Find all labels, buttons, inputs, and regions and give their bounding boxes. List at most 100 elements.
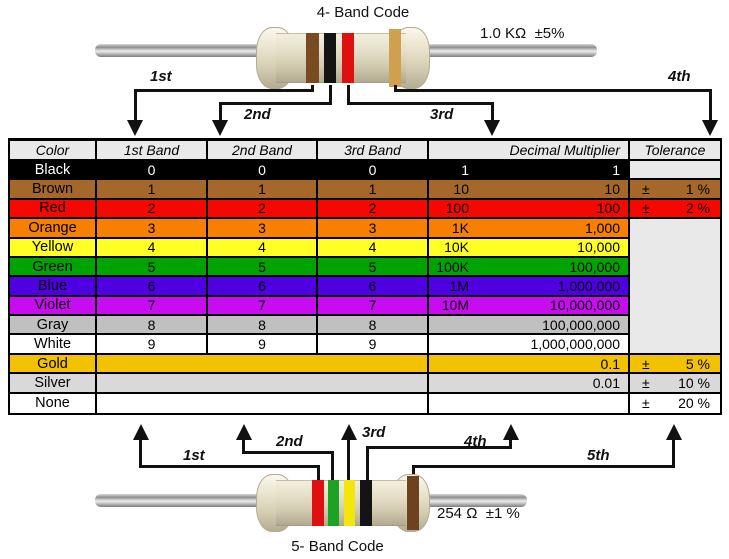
column-header: 1st Band (97, 141, 208, 161)
arrow-line (219, 102, 332, 105)
arrow-head-1st-bottom (133, 424, 149, 440)
arrow-line (672, 438, 675, 468)
top-band-gold (389, 29, 401, 87)
multiplier-cell: 100,000,000 (429, 316, 630, 336)
bottom-arrow-label-1st: 1st (183, 447, 205, 464)
four-band-value-label: 1.0 KΩ ±5% (480, 25, 565, 42)
column-header: Color (10, 141, 97, 161)
tolerance-cell: ±10 % (630, 374, 720, 394)
band-value-cell: 2 (97, 199, 208, 220)
arrow-line (317, 465, 320, 492)
color-name-cell: Gold (10, 354, 97, 375)
arrow-head-2nd-bottom (236, 424, 252, 440)
bottom-band-green (328, 480, 339, 526)
arrow-head-3rd-top (484, 120, 500, 136)
multiplier-cell: 100 100 (429, 199, 630, 220)
five-band-title: 5- Band Code (291, 538, 384, 555)
color-name-cell: Yellow (10, 238, 97, 258)
bottom-arrow-label-5th: 5th (587, 447, 610, 464)
column-header: Tolerance (630, 141, 720, 161)
band-value-cell: 2 (208, 199, 318, 220)
band-value-cell: 4 (208, 238, 318, 258)
arrow-head-5th-bottom (666, 424, 682, 440)
merged-band-cell (97, 374, 429, 394)
multiplier-cell: 1K 1,000 (429, 219, 630, 239)
bottom-band-black (360, 480, 372, 526)
top-band-brown (306, 33, 319, 83)
band-value-cell: 1 (97, 180, 208, 200)
top-arrow-label-3rd: 3rd (430, 106, 454, 123)
color-name-cell: Brown (10, 180, 97, 200)
arrow-line (347, 102, 494, 105)
band-value-cell: 7 (208, 296, 318, 317)
arrow-line (242, 438, 245, 454)
arrow-line (329, 85, 332, 105)
arrow-line (366, 446, 369, 492)
band-value-cell: 5 (318, 257, 429, 278)
arrow-line (139, 465, 320, 468)
band-value-cell: 5 (97, 257, 208, 278)
band-value-cell: 7 (318, 296, 429, 317)
band-value-cell: 1 (208, 180, 318, 200)
bottom-band-red (312, 480, 324, 526)
multiplier-cell: 10M 10,000,000 (429, 296, 630, 317)
merged-band-cell (97, 393, 429, 413)
top-band-black (324, 33, 336, 83)
multiplier-cell: 0.01 (429, 374, 630, 394)
top-arrow-label-2nd: 2nd (244, 106, 271, 123)
arrow-line (347, 85, 350, 105)
color-name-cell: Green (10, 257, 97, 278)
arrow-head-2nd-top (212, 120, 228, 136)
arrow-head-4th-top (702, 120, 718, 136)
bottom-arrow-label-4th: 4th (464, 433, 487, 450)
color-name-cell: White (10, 335, 97, 355)
arrow-line (366, 446, 512, 449)
merged-band-cell (97, 354, 429, 375)
band-value-cell: 6 (97, 277, 208, 297)
tolerance-cell: ±5 % (630, 354, 720, 375)
band-value-cell: 0 (97, 161, 208, 181)
band-value-cell: 0 (318, 161, 429, 181)
band-value-cell: 6 (318, 277, 429, 297)
arrow-line (134, 89, 314, 92)
five-band-value-label: 254 Ω ±1 % (437, 505, 520, 522)
tolerance-cell: ±2 % (630, 199, 720, 220)
band-value-cell: 4 (318, 238, 429, 258)
arrow-head-1st-top (127, 120, 143, 136)
color-name-cell: Red (10, 199, 97, 220)
top-arrow-label-4th: 4th (668, 68, 691, 85)
band-value-cell: 0 (208, 161, 318, 181)
bottom-arrow-label-2nd: 2nd (276, 433, 303, 450)
band-value-cell: 8 (97, 316, 208, 336)
band-value-cell: 3 (208, 219, 318, 239)
column-header: 2nd Band (208, 141, 318, 161)
color-name-cell: Violet (10, 296, 97, 317)
bottom-band-brown (407, 476, 419, 530)
band-value-cell: 3 (318, 219, 429, 239)
bottom-arrow-label-3rd: 3rd (362, 424, 386, 441)
color-name-cell: None (10, 393, 97, 413)
arrow-line (412, 465, 675, 468)
band-value-cell: 7 (97, 296, 208, 317)
arrow-line (491, 102, 494, 122)
multiplier-cell: 1,000,000,000 (429, 335, 630, 355)
multiplier-cell: 10 10 (429, 180, 630, 200)
color-name-cell: Silver (10, 374, 97, 394)
band-value-cell: 9 (97, 335, 208, 355)
tolerance-cell (630, 161, 720, 181)
tolerance-cell: ±20 % (630, 393, 720, 413)
column-header: Decimal Multiplier (429, 141, 630, 161)
color-name-cell: Black (10, 161, 97, 181)
tolerance-cell: ±1 % (630, 180, 720, 200)
band-value-cell: 1 (318, 180, 429, 200)
color-name-cell: Orange (10, 219, 97, 239)
bottom-resistor-body (276, 480, 406, 526)
multiplier-cell (429, 393, 630, 413)
color-name-cell: Gray (10, 316, 97, 336)
top-arrow-label-1st: 1st (150, 68, 172, 85)
arrow-line (394, 89, 712, 92)
four-band-title: 4- Band Code (316, 4, 410, 21)
arrow-line (509, 438, 512, 449)
multiplier-cell: 10K 10,000 (429, 238, 630, 258)
